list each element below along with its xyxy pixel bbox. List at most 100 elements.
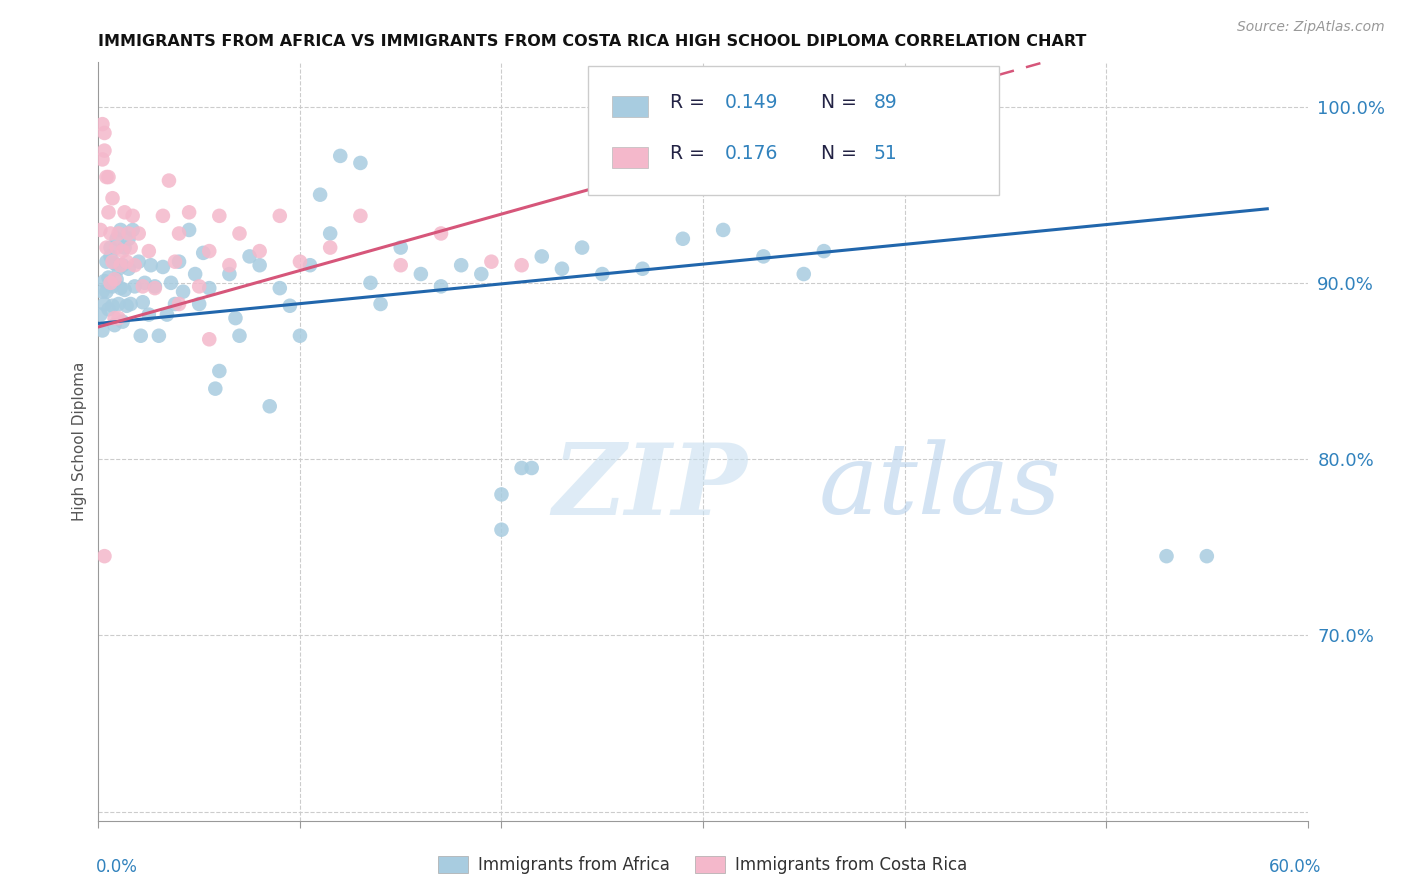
Point [184,267,207,281]
Point [129,328,152,343]
Text: N =: N = [821,144,863,163]
Point [121,223,143,237]
Point [259,399,281,413]
Point [167,227,190,241]
Point [288,328,311,343]
Point [115,254,138,268]
Point [114,241,136,255]
Point [793,267,815,281]
Point [198,332,221,346]
Point [319,227,342,241]
Point [96,254,118,268]
Point [120,297,142,311]
Point [163,297,186,311]
Point [105,232,128,246]
Text: N =: N = [821,93,863,112]
Point [96,241,118,255]
Text: IMMIGRANTS FROM AFRICA VS IMMIGRANTS FROM COSTA RICA HIGH SCHOOL DIPLOMA CORRELA: IMMIGRANTS FROM AFRICA VS IMMIGRANTS FRO… [98,34,1087,49]
Point [132,295,155,310]
Point [96,169,118,184]
Point [510,258,533,272]
Point [156,308,179,322]
Point [138,244,160,259]
Point [813,244,835,259]
Point [114,283,136,297]
Point [107,311,129,326]
Point [172,285,194,299]
Point [103,256,125,270]
Point [148,328,170,343]
Point [118,232,141,246]
Point [269,209,291,223]
Point [530,249,553,263]
Point [93,297,115,311]
Point [93,126,115,140]
Legend: Immigrants from Africa, Immigrants from Costa Rica: Immigrants from Africa, Immigrants from … [432,849,974,880]
Point [160,276,183,290]
Point [510,461,533,475]
Point [118,261,141,276]
Point [91,117,114,131]
Point [551,261,574,276]
Point [491,487,513,501]
Text: 51: 51 [873,144,897,163]
Point [93,144,115,158]
Point [110,223,132,237]
Point [124,258,146,272]
Point [152,209,174,223]
Point [111,315,134,329]
Point [107,261,129,276]
Point [103,318,125,333]
Point [278,299,301,313]
Point [491,523,513,537]
Text: 89: 89 [873,93,897,112]
Point [105,241,128,255]
Point [167,254,190,268]
Point [152,260,174,274]
Point [349,156,371,170]
Point [100,241,122,255]
Point [198,244,221,259]
Point [93,549,115,563]
Point [349,209,371,223]
Point [470,267,492,281]
Point [124,279,146,293]
Point [97,205,120,219]
Point [107,227,129,241]
Point [179,205,201,219]
Point [239,249,262,263]
Point [100,276,122,290]
Point [143,281,166,295]
Point [97,270,120,285]
Point [138,308,160,322]
Point [319,241,342,255]
Point [110,281,132,295]
Point [1156,549,1178,563]
Point [100,227,122,241]
Y-axis label: High School Diploma: High School Diploma [72,362,87,521]
Point [91,323,114,337]
Point [143,279,166,293]
Point [115,299,138,313]
Point [91,153,114,167]
Point [188,279,211,293]
Text: 60.0%: 60.0% [1270,858,1322,876]
Point [218,258,240,272]
Point [360,276,382,290]
Point [111,258,134,272]
Point [134,276,156,290]
Point [114,205,136,219]
Point [120,241,142,255]
Point [89,308,111,322]
Point [101,191,124,205]
Point [591,267,613,281]
Point [389,258,412,272]
Point [309,187,332,202]
Point [110,258,132,272]
Point [208,364,231,378]
Point [103,311,125,326]
Point [179,223,201,237]
FancyBboxPatch shape [613,95,648,117]
Point [370,297,392,311]
Point [218,267,240,281]
